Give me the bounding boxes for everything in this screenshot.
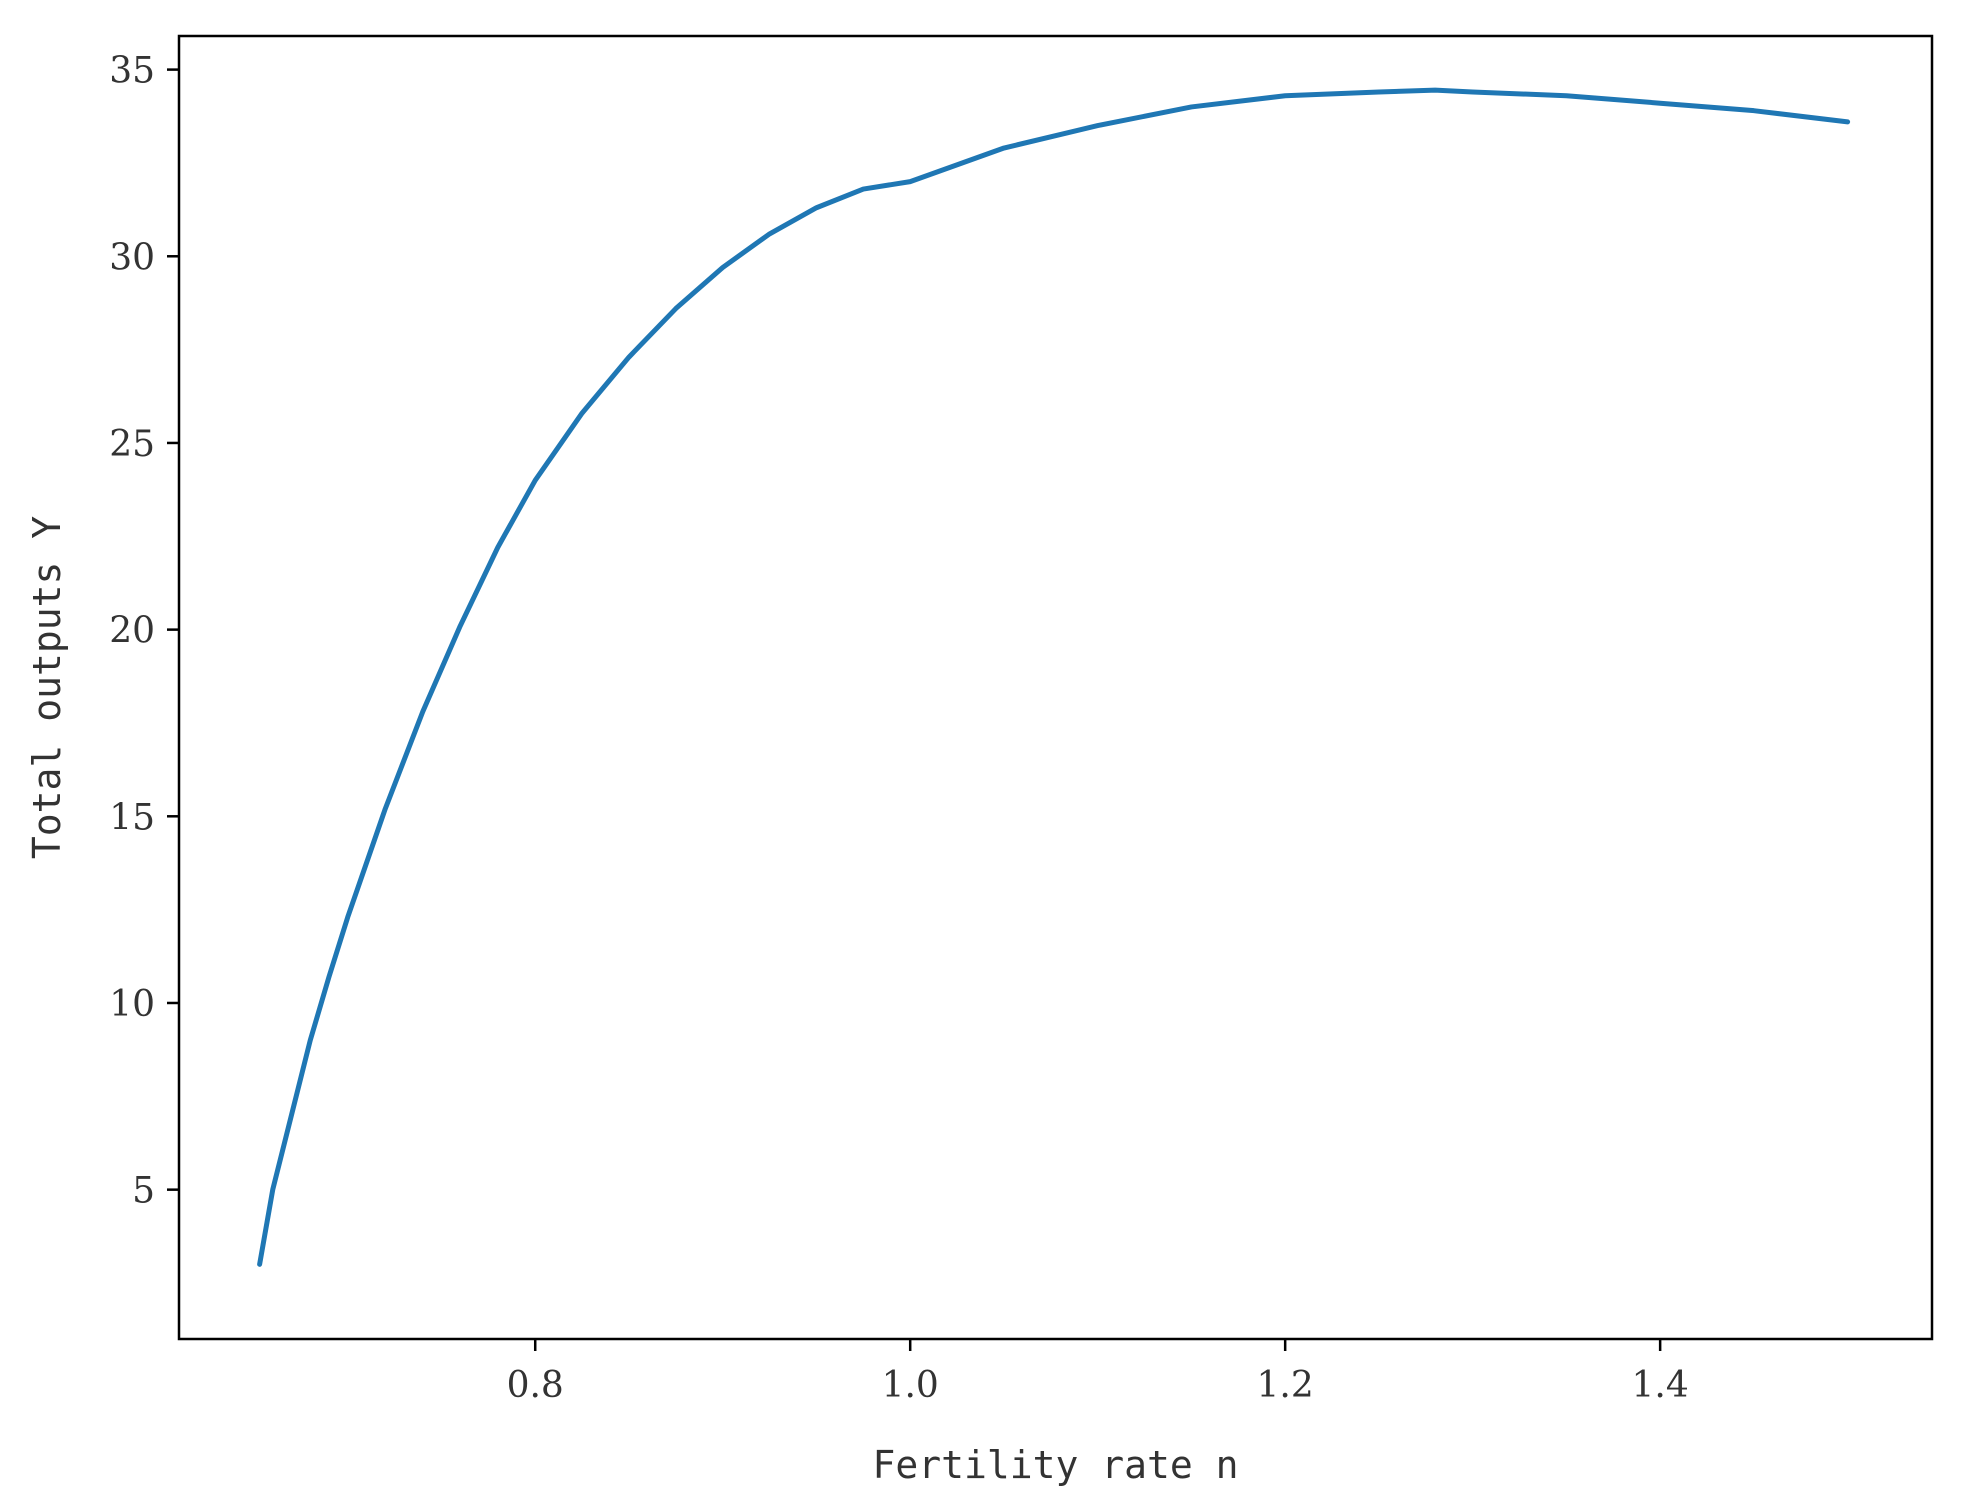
x-axis-ticks: 0.8 1.0 1.2 1.4 bbox=[507, 1339, 1689, 1406]
x-tick-label: 1.0 bbox=[882, 1365, 939, 1406]
y-tick-label: 25 bbox=[109, 424, 155, 465]
plot-area bbox=[177, 34, 1934, 1341]
y-tick-label: 20 bbox=[109, 611, 155, 652]
plot-border bbox=[177, 34, 1934, 1341]
x-axis-label: Fertility rate n bbox=[872, 1443, 1238, 1487]
y-tick-label: 5 bbox=[132, 1171, 155, 1212]
x-tick-label: 1.2 bbox=[1257, 1365, 1314, 1406]
y-axis-ticks: 5 10 15 20 25 30 35 bbox=[109, 51, 179, 1212]
y-tick-label: 35 bbox=[109, 51, 155, 92]
y-tick-label: 15 bbox=[109, 797, 155, 838]
x-tick-label: 0.8 bbox=[507, 1365, 564, 1406]
series-line-0 bbox=[257, 87, 1851, 1267]
y-tick-label: 30 bbox=[109, 237, 155, 278]
x-tick-label: 1.4 bbox=[1632, 1365, 1689, 1406]
y-tick-label: 10 bbox=[109, 984, 155, 1025]
series-layer bbox=[257, 87, 1851, 1267]
y-axis-label: Total outputs Y bbox=[25, 516, 69, 859]
